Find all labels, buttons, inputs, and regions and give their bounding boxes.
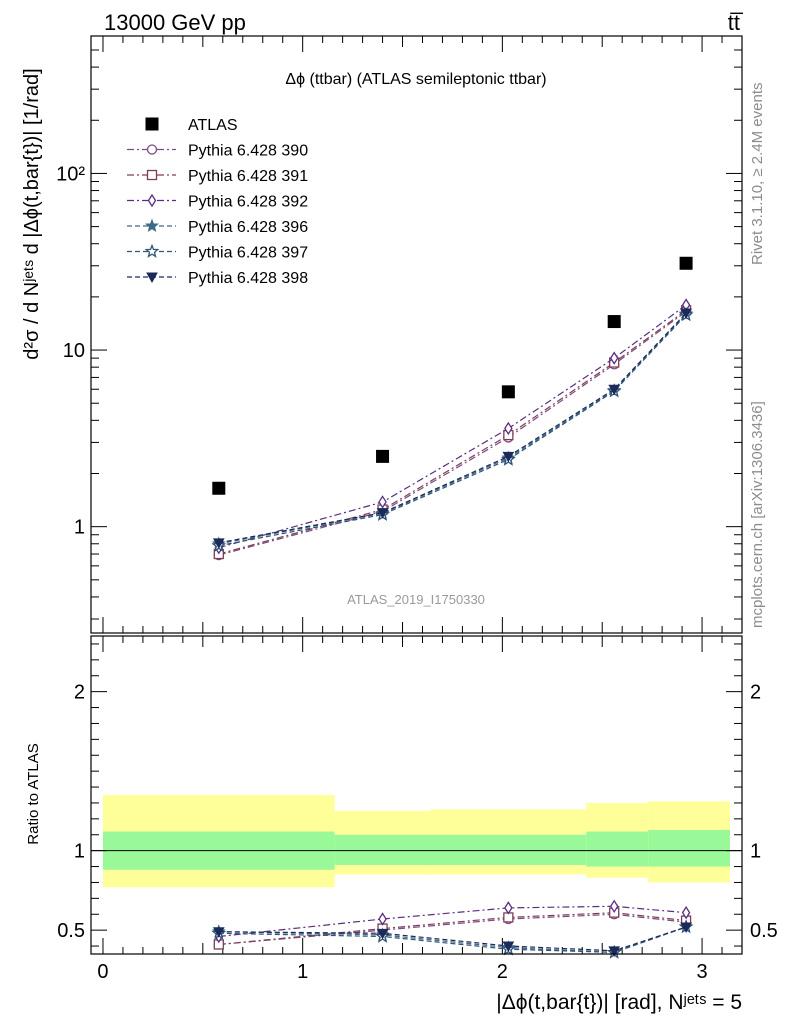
- series-pythia-396: [211, 306, 694, 550]
- ratio-series-pythia-398: [212, 922, 692, 957]
- x-tick-label: 3: [696, 961, 707, 983]
- series-line: [218, 312, 687, 544]
- data-point: [501, 385, 515, 399]
- ratio-y-tick-label-right: 0.5: [750, 920, 778, 942]
- legend-label: Pythia 6.428 397: [188, 245, 308, 262]
- energy-label: 13000 GeV pp: [104, 10, 246, 35]
- x-tick-label: 0: [97, 961, 108, 983]
- series-line: [218, 313, 687, 545]
- legend-item: Pythia 6.428 396: [127, 218, 308, 236]
- series-pythia-391: [213, 305, 692, 560]
- ratio-point: [609, 899, 619, 914]
- ratio-point: [378, 912, 387, 926]
- process-label: tt̅: [728, 10, 744, 35]
- legend-item: Pythia 6.428 390: [127, 143, 308, 160]
- legend-item: Pythia 6.428 397: [127, 243, 308, 262]
- data-point: [212, 481, 226, 495]
- rivet-label: Rivet 3.1.10, ≥ 2.4M events: [749, 83, 766, 266]
- legend-item: Pythia 6.428 398: [127, 270, 308, 287]
- data-point: [504, 421, 513, 436]
- data-point: [502, 451, 515, 463]
- ratio-series-pythia-391: [213, 907, 692, 950]
- data-point: [679, 256, 693, 270]
- data-point: [680, 308, 692, 320]
- ratio-point: [212, 927, 225, 938]
- legend-item: ATLAS: [145, 117, 238, 134]
- x-tick-label: 1: [297, 961, 308, 983]
- legend-marker: [146, 272, 158, 284]
- legend-marker: [145, 218, 159, 233]
- main-plot-frame: [90, 35, 743, 634]
- series-pythia-390: [213, 306, 692, 561]
- ratio-point: [502, 941, 515, 953]
- ratio-point: [680, 922, 692, 933]
- series-line: [218, 311, 687, 556]
- ratio-y-tick-label: 1: [74, 841, 85, 863]
- legend: ATLAS Pythia 6.428 390 Pythia 6.428 391 Pyt…: [127, 117, 308, 287]
- main-ylabel: d²σ / d Nʲᵉᵗˢ d |Δϕ(t,bar{t})| [1/rad]: [21, 68, 43, 359]
- uncertainty-band-inner: [648, 829, 731, 867]
- ratio-plot-frame: [90, 635, 743, 955]
- main-plot-panel: 1 10 10² Δϕ (ttbar) (ATLAS semileptonic tt…: [21, 35, 743, 634]
- mcplots-label: mcplots.cern.ch [arXiv:1306.3436]: [749, 401, 766, 628]
- legend-item: Pythia 6.428 391: [127, 168, 308, 185]
- legend-label: Pythia 6.428 390: [188, 143, 308, 160]
- uncertainty-band-inner: [334, 834, 431, 865]
- data-point: [376, 508, 389, 519]
- y-tick-label: 10²: [56, 163, 85, 185]
- legend-label: Pythia 6.428 392: [188, 194, 308, 211]
- data-point: [376, 449, 390, 463]
- series-line: [218, 309, 687, 555]
- ratio-point: [681, 905, 691, 920]
- watermark: ATLAS_2019_I1750330: [347, 592, 485, 607]
- ratio-point: [504, 901, 513, 915]
- series-atlas: [212, 256, 693, 495]
- legend-marker: [144, 243, 160, 258]
- ratio-y-tick-label: 2: [74, 682, 85, 704]
- data-point: [212, 538, 225, 549]
- data-point: [609, 351, 619, 365]
- legend-label: Pythia 6.428 391: [188, 168, 308, 185]
- ratio-ylabel: Ratio to ATLAS: [25, 743, 42, 844]
- legend-label: ATLAS: [188, 117, 238, 134]
- legend-marker: [146, 169, 158, 181]
- x-tick-label: 2: [497, 961, 508, 983]
- ratio-y-tick-label-right: 1: [750, 841, 761, 863]
- data-point: [608, 384, 621, 396]
- legend-marker: [147, 193, 157, 208]
- data-point: [607, 315, 621, 329]
- legend-label: Pythia 6.428 398: [188, 270, 308, 287]
- main-title: Δϕ (ttbar) (ATLAS semileptonic ttbar): [285, 71, 546, 88]
- ratio-series-pythia-392: [214, 899, 691, 944]
- legend-label: Pythia 6.428 396: [188, 219, 308, 236]
- legend-marker: [146, 144, 158, 155]
- series-pythia-398: [212, 308, 692, 549]
- ratio-xlabel: |Δϕ(t,bar{t})| [rad], Nʲᵉᵗˢ = 5: [496, 991, 742, 1014]
- uncertainty-band-inner: [430, 834, 587, 865]
- ratio-y-tick-label-right: 2: [750, 682, 761, 704]
- ratio-plot-panel: 0.5 0.5 1 1 2 2 0 1 2 3 Ratio to ATLAS |Δϕ(t,bar{…: [25, 635, 778, 1014]
- series-pythia-392: [214, 298, 691, 555]
- series-pythia-397: [211, 307, 694, 553]
- uncertainty-band-inner: [586, 831, 649, 867]
- ratio-y-tick-label: 0.5: [57, 920, 85, 942]
- ratio-point: [376, 928, 389, 940]
- legend-marker: [145, 117, 159, 131]
- ratio-point: [608, 946, 621, 957]
- legend-item: Pythia 6.428 392: [127, 194, 308, 211]
- y-tick-label: 10: [63, 340, 85, 362]
- series-line: [218, 314, 687, 547]
- y-tick-label: 1: [74, 517, 85, 539]
- series-line: [218, 304, 687, 549]
